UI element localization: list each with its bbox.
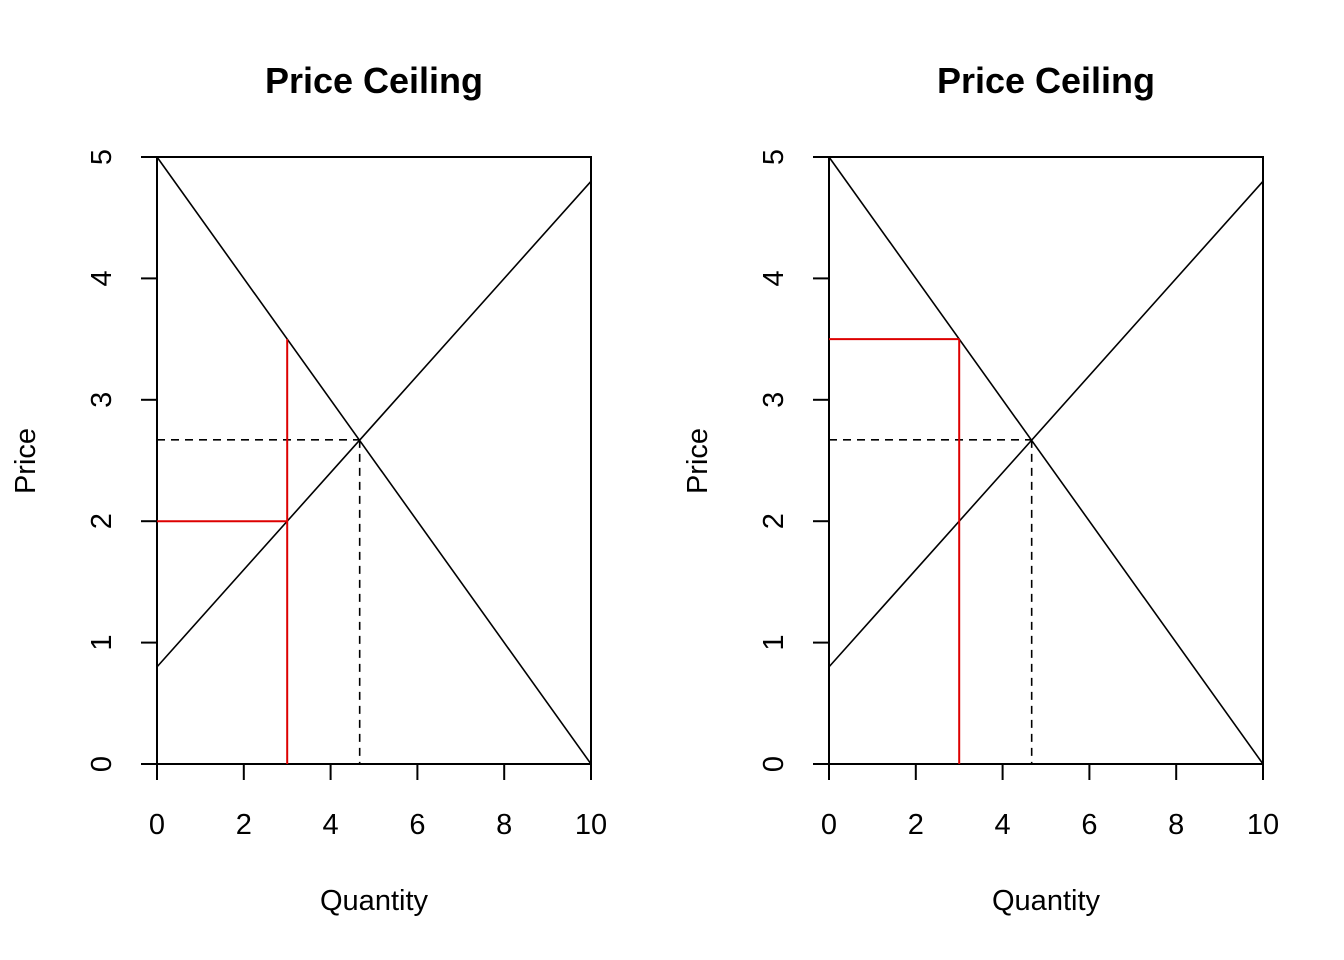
right-x-tick-label: 8 — [1168, 809, 1184, 841]
right-y-tick-label: 1 — [758, 635, 790, 651]
left-x-tick-label: 4 — [323, 809, 339, 841]
right-x-tick-label: 6 — [1081, 809, 1097, 841]
right-chart-title: Price Ceiling — [937, 60, 1155, 101]
left-demand-line — [156, 156, 592, 765]
left-y-tick-label: 4 — [86, 270, 118, 286]
left-y-tick-label: 2 — [86, 513, 118, 529]
left-y-tick-label: 0 — [86, 756, 118, 772]
right-demand-line — [828, 156, 1264, 765]
left-x-tick-label: 0 — [149, 809, 165, 841]
left-y-tick-label: 3 — [86, 392, 118, 408]
right-y-tick-label: 4 — [758, 270, 790, 286]
left-x-tick-label: 6 — [409, 809, 425, 841]
left-x-axis-label: Quantity — [320, 885, 428, 917]
left-supply-line — [156, 180, 592, 668]
left-plot-frame — [156, 156, 592, 765]
right-x-axis-label: Quantity — [992, 885, 1100, 917]
left-x-tick-label: 10 — [575, 809, 607, 841]
right-x-tick-label: 10 — [1247, 809, 1279, 841]
right-plot-frame — [828, 156, 1264, 765]
right-x-tick-label: 4 — [995, 809, 1011, 841]
left-y-tick-label: 1 — [86, 635, 118, 651]
right-supply-line — [828, 180, 1264, 668]
right-y-axis-label: Price — [682, 428, 714, 494]
right-y-tick-label: 3 — [758, 392, 790, 408]
right-y-tick-label: 5 — [758, 149, 790, 165]
right-y-tick-label: 2 — [758, 513, 790, 529]
left-x-tick-label: 8 — [496, 809, 512, 841]
left-y-axis-label: Price — [10, 428, 42, 494]
right-y-tick-label: 0 — [758, 756, 790, 772]
left-y-tick-label: 5 — [86, 149, 118, 165]
right-x-tick-label: 0 — [821, 809, 837, 841]
left-x-tick-label: 2 — [236, 809, 252, 841]
left-chart-panel: Price Ceiling Quantity Price 0 2 4 6 8 10 0 1 2 3… — [10, 60, 607, 917]
right-x-tick-label: 2 — [908, 809, 924, 841]
right-chart-panel: Price Ceiling Quantity Price 0 2 4 6 8 10 0 1 2 3… — [682, 60, 1279, 917]
left-chart-title: Price Ceiling — [265, 60, 483, 101]
